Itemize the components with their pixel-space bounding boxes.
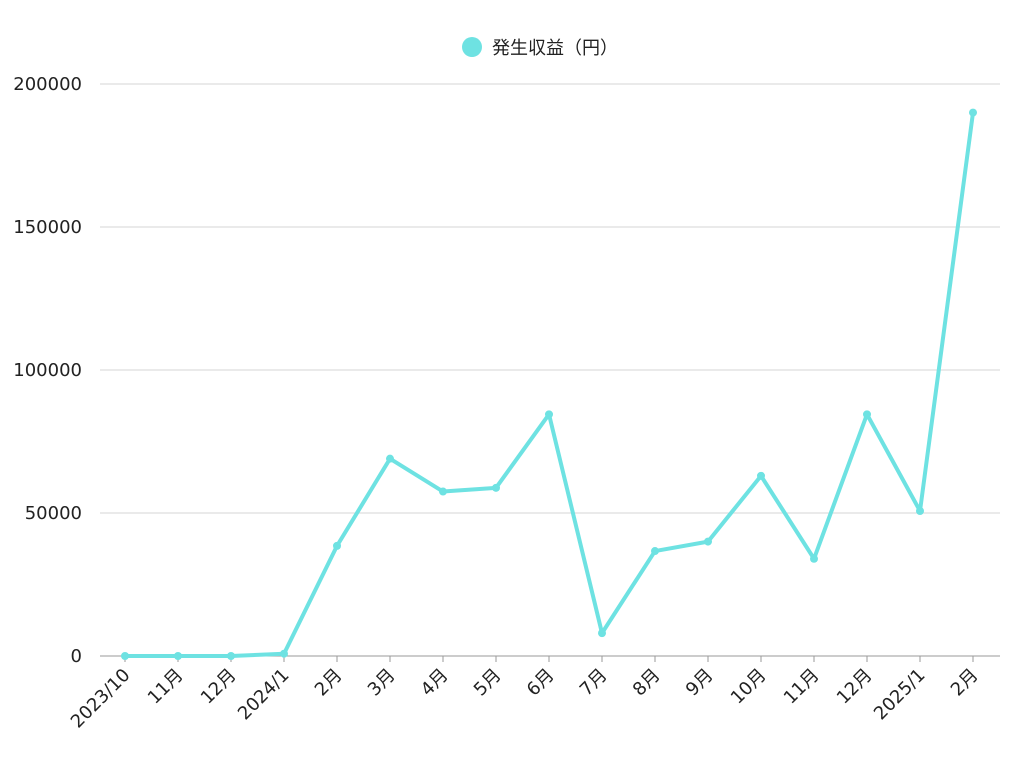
- data-point[interactable]: [121, 652, 129, 660]
- series-layer: [121, 108, 977, 660]
- data-point[interactable]: [757, 471, 765, 480]
- data-point[interactable]: [492, 483, 500, 492]
- x-tick-label: 2月: [311, 665, 347, 701]
- x-tick-label: 5月: [470, 665, 506, 701]
- data-point[interactable]: [280, 649, 288, 658]
- x-tick-label: 7月: [576, 665, 612, 701]
- data-point[interactable]: [916, 506, 924, 515]
- x-tick-label: 11月: [780, 665, 824, 709]
- data-point[interactable]: [227, 652, 235, 660]
- data-point[interactable]: [969, 108, 977, 117]
- legend-swatch: [462, 37, 482, 57]
- y-axis: 0 50000 100000 150000 200000: [13, 74, 82, 667]
- data-point[interactable]: [810, 554, 818, 563]
- x-tick-label: 2月: [947, 665, 983, 701]
- data-point[interactable]: [598, 629, 606, 638]
- x-tick-label: 8月: [629, 665, 665, 701]
- legend-label: 発生収益（円）: [492, 38, 618, 59]
- x-tick-label: 2023/10: [67, 665, 135, 733]
- y-tick-label: 200000: [13, 74, 82, 95]
- data-point[interactable]: [651, 547, 659, 556]
- y-tick-label: 100000: [13, 360, 82, 381]
- x-tick-label: 11月: [144, 665, 188, 709]
- y-tick-label: 150000: [13, 217, 82, 238]
- x-tick-label: 2025/1: [870, 665, 930, 725]
- data-point[interactable]: [863, 410, 871, 419]
- grid-lines: [100, 83, 1000, 657]
- data-point[interactable]: [545, 410, 553, 419]
- x-tick-label: 10月: [727, 665, 771, 709]
- data-point[interactable]: [174, 652, 182, 660]
- data-point[interactable]: [704, 537, 712, 546]
- y-tick-label: 50000: [25, 503, 82, 524]
- x-tick-label: 3月: [364, 665, 400, 701]
- data-point[interactable]: [333, 541, 341, 550]
- x-tick-label: 2024/1: [234, 665, 294, 725]
- x-tick-label: 12月: [197, 665, 241, 709]
- data-point[interactable]: [439, 487, 447, 496]
- data-point[interactable]: [386, 454, 394, 463]
- x-tick-label: 6月: [523, 665, 559, 701]
- x-tick-label: 9月: [682, 665, 718, 701]
- chart-legend: 発生収益（円）: [462, 34, 618, 60]
- y-tick-label: 0: [71, 646, 82, 667]
- x-tick-label: 12月: [833, 665, 877, 709]
- x-tick-label: 4月: [417, 665, 453, 701]
- series-line: [123, 110, 975, 658]
